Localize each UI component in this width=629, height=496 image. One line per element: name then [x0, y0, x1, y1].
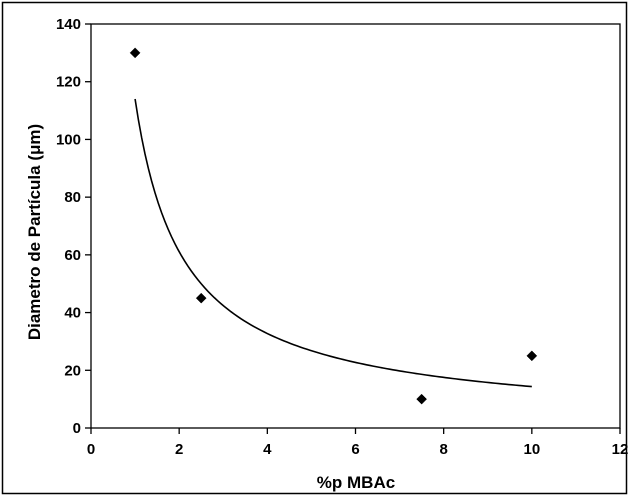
data-point [526, 350, 538, 362]
y-tick-label: 20 [64, 362, 81, 379]
x-tick-label: 8 [439, 441, 447, 458]
x-tick-label: 0 [87, 441, 95, 458]
y-tick-label: 0 [73, 420, 81, 437]
y-tick-label: 80 [64, 189, 81, 206]
trendline-group [134, 98, 532, 388]
y-tick-label: 140 [56, 16, 81, 33]
data-point [195, 292, 207, 304]
x-tick-label: 6 [351, 441, 359, 458]
y-axis-title: Diametro de Partícula (μm) [25, 124, 44, 340]
x-axis-ticks: 0 2 4 6 8 10 12 [87, 428, 629, 458]
plot-frame [90, 23, 621, 429]
plot-area [90, 23, 621, 429]
x-tick-label: 10 [523, 441, 540, 458]
y-tick-label: 100 [56, 131, 81, 148]
y-tick-label: 40 [64, 305, 81, 322]
data-points [129, 47, 538, 405]
y-tick-label: 120 [56, 74, 81, 91]
y-tick-label: 60 [64, 247, 81, 264]
x-tick-label: 4 [263, 441, 272, 458]
data-point [416, 393, 427, 405]
trendline [134, 98, 532, 388]
data-point [129, 47, 141, 59]
x-tick-label: 2 [175, 441, 183, 458]
y-axis-ticks: 0 20 40 60 80 100 120 140 [56, 16, 91, 437]
x-axis-title: %p MBAc [317, 473, 395, 492]
x-tick-label: 12 [612, 441, 629, 458]
